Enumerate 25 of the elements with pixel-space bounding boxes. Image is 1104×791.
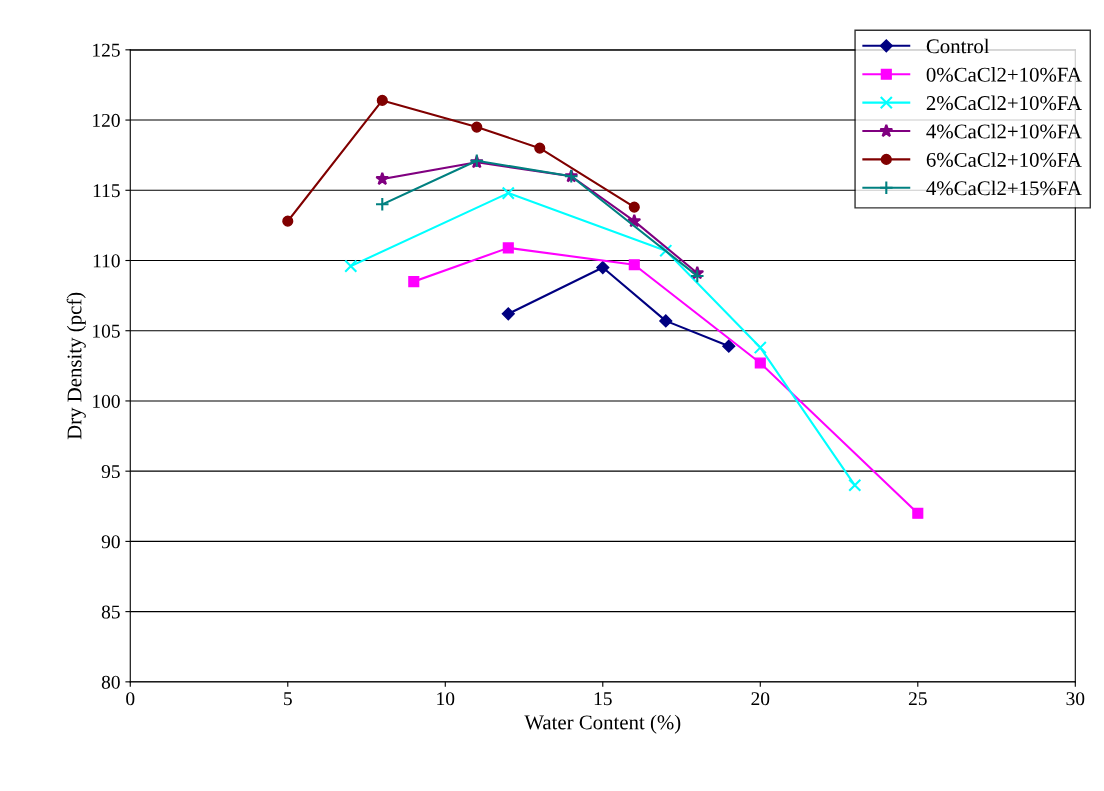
x-tick-label: 15 bbox=[594, 692, 612, 706]
x-axis-title: Water Content (%) bbox=[524, 714, 681, 734]
y-tick-label: 95 bbox=[101, 465, 120, 479]
y-tick-label: 115 bbox=[93, 184, 120, 198]
legend-label: Control bbox=[926, 38, 990, 54]
y-tick-label: 85 bbox=[101, 605, 120, 619]
y-tick-label: 90 bbox=[101, 535, 120, 549]
y-tick-label: 105 bbox=[93, 324, 120, 338]
legend-label: 6%CaCl2+10%FA bbox=[926, 152, 1082, 167]
x-tick-label: 20 bbox=[751, 692, 770, 706]
y-tick-label: 125 bbox=[93, 43, 120, 57]
legend-label: 0%CaCl2+10%FA bbox=[926, 67, 1082, 82]
x-tick-label: 10 bbox=[437, 692, 455, 706]
legend-label: 4%CaCl2+10%FA bbox=[926, 123, 1082, 139]
y-tick-label: 110 bbox=[93, 254, 120, 268]
legend-label: 2%CaCl2+10%FA bbox=[926, 95, 1082, 111]
x-tick-label: 25 bbox=[908, 692, 927, 706]
y-tick-label: 120 bbox=[93, 113, 120, 127]
y-axis-title: Dry Density (pcf) bbox=[66, 292, 86, 440]
x-tick-label: 30 bbox=[1066, 692, 1085, 706]
y-tick-label: 80 bbox=[101, 675, 120, 689]
legend-label: 4%CaCl2+15%FA bbox=[926, 180, 1082, 196]
x-tick-label: 5 bbox=[284, 692, 292, 706]
x-tick-label: 0 bbox=[126, 692, 135, 706]
y-tick-label: 100 bbox=[93, 394, 120, 408]
